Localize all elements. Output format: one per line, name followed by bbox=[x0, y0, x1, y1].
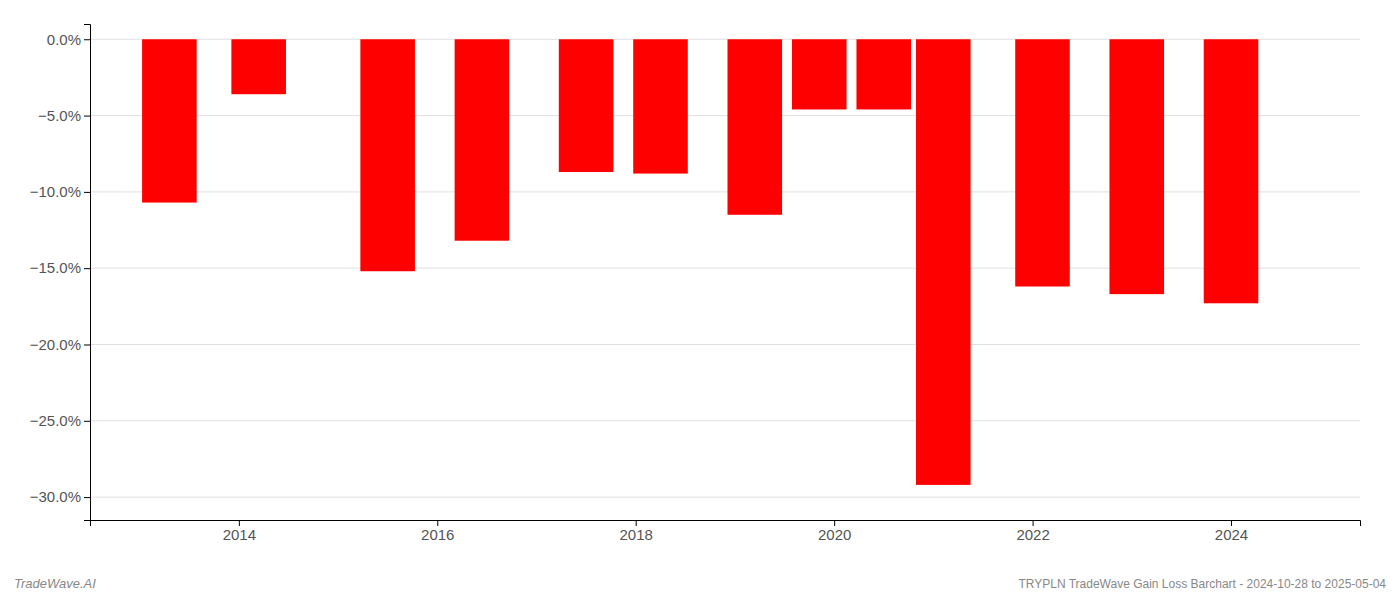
x-tick: 2024 bbox=[1215, 520, 1248, 543]
y-tick-label: −30.0% bbox=[30, 488, 81, 505]
y-tick-mark bbox=[84, 497, 90, 498]
x-tick-label: 2018 bbox=[620, 526, 653, 543]
x-tick: 2018 bbox=[620, 520, 653, 543]
y-tick: −25.0% bbox=[30, 412, 90, 429]
bar bbox=[727, 39, 782, 215]
y-tick-mark bbox=[84, 39, 90, 40]
plot-area: 2014 2016 2018 2020 2022 2024 0.0% −5.0% −10.0% −… bbox=[30, 25, 1361, 543]
x-tick-label: 2016 bbox=[421, 526, 454, 543]
bar bbox=[916, 39, 971, 485]
y-tick: −20.0% bbox=[30, 336, 90, 353]
y-tick-label: −5.0% bbox=[38, 107, 81, 124]
x-tick: 2016 bbox=[421, 520, 454, 543]
grid-line bbox=[90, 344, 1360, 345]
x-tick: 2014 bbox=[223, 520, 256, 543]
grid bbox=[90, 39, 1360, 497]
bar bbox=[455, 39, 510, 240]
x-tick: 2022 bbox=[1016, 520, 1049, 543]
bar bbox=[856, 39, 911, 109]
grid-line bbox=[90, 420, 1360, 421]
grid-line bbox=[90, 191, 1360, 192]
bar bbox=[142, 39, 197, 202]
footer-left: TradeWave.AI bbox=[14, 576, 96, 591]
bar bbox=[633, 39, 688, 173]
y-tick-mark bbox=[84, 344, 90, 345]
x-tick-label: 2014 bbox=[223, 526, 256, 543]
x-axis-line bbox=[91, 521, 1361, 527]
x-axis: 2014 2016 2018 2020 2022 2024 bbox=[91, 520, 1361, 543]
bars bbox=[142, 39, 1258, 485]
bar bbox=[1109, 39, 1164, 294]
y-tick: 0.0% bbox=[47, 31, 90, 48]
x-tick-label: 2022 bbox=[1016, 526, 1049, 543]
footer-right: TRYPLN TradeWave Gain Loss Barchart - 20… bbox=[1018, 577, 1386, 591]
bar bbox=[1015, 39, 1070, 286]
bar bbox=[1204, 39, 1259, 303]
y-tick-label: −20.0% bbox=[30, 336, 81, 353]
y-tick-label: −15.0% bbox=[30, 259, 81, 276]
bar bbox=[231, 39, 286, 94]
y-tick-mark bbox=[84, 268, 90, 269]
y-tick-mark bbox=[84, 116, 90, 117]
y-tick: −30.0% bbox=[30, 488, 90, 505]
y-tick-mark bbox=[84, 192, 90, 193]
y-tick-label: 0.0% bbox=[47, 31, 81, 48]
y-tick-label: −10.0% bbox=[30, 183, 81, 200]
x-tick-label: 2020 bbox=[818, 526, 851, 543]
grid-line bbox=[90, 268, 1360, 269]
y-tick-label: −25.0% bbox=[30, 412, 81, 429]
grid-line bbox=[90, 115, 1360, 116]
y-axis-line bbox=[84, 25, 91, 521]
bar bbox=[360, 39, 415, 271]
y-tick: −5.0% bbox=[38, 107, 90, 124]
x-tick-label: 2024 bbox=[1215, 526, 1248, 543]
y-tick: −10.0% bbox=[30, 183, 90, 200]
y-tick-mark bbox=[84, 421, 90, 422]
y-axis: 0.0% −5.0% −10.0% −15.0% −20.0% −25.0% −30.0% bbox=[30, 25, 91, 521]
bar bbox=[559, 39, 614, 172]
y-tick: −15.0% bbox=[30, 259, 90, 276]
annotations: TradeWave.AI TRYPLN TradeWave Gain Loss B… bbox=[14, 576, 1386, 591]
bar bbox=[792, 39, 847, 109]
grid-line bbox=[90, 497, 1360, 498]
x-tick: 2020 bbox=[818, 520, 851, 543]
chart-svg: 2014 2016 2018 2020 2022 2024 0.0% −5.0% −10.0% −… bbox=[0, 0, 1400, 600]
